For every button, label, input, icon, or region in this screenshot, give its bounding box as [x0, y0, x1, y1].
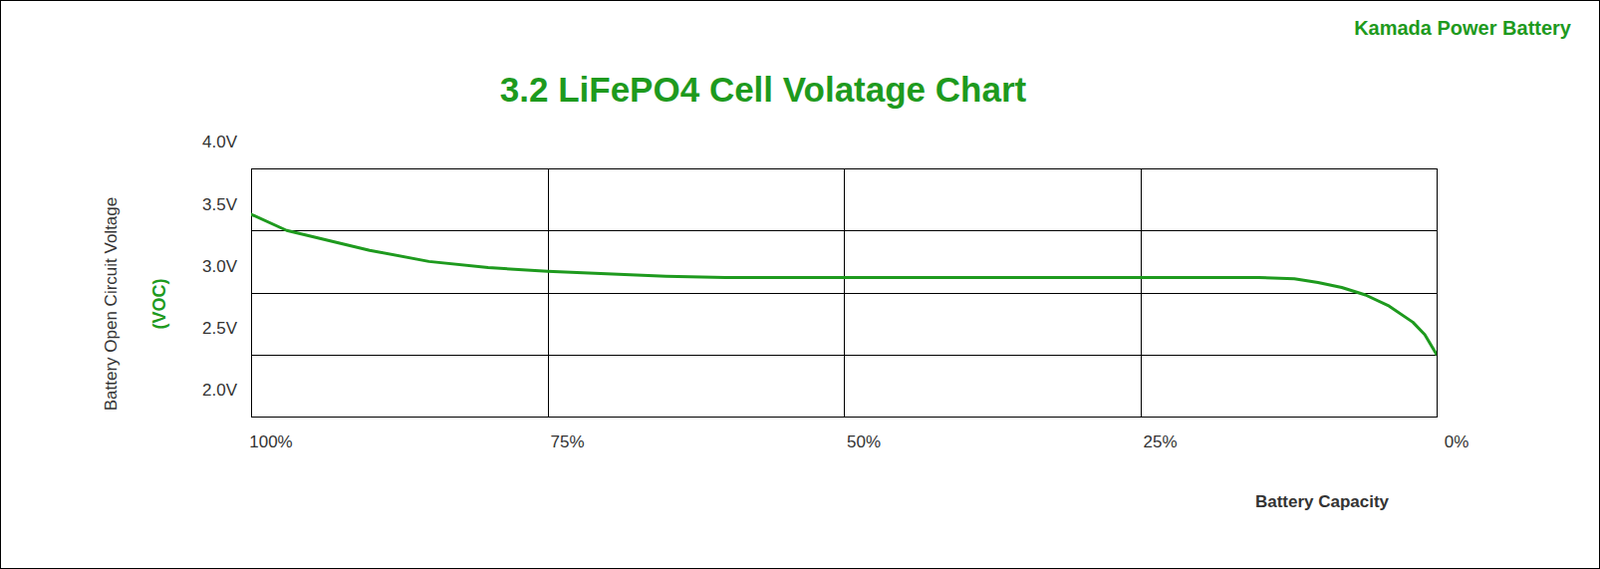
outer-frame: [0, 0, 1600, 569]
voltage-line: [251, 214, 1437, 355]
x-tick-label: 100%: [249, 432, 292, 452]
x-tick-label: 75%: [549, 432, 584, 452]
plot-area: [251, 214, 1437, 355]
y-axis-label: Battery Open Circuit Voltage: [101, 197, 121, 412]
x-tick-label: 25%: [1142, 432, 1177, 452]
plot-frame: [252, 169, 1438, 418]
x-grid-line: [547, 168, 549, 417]
x-grid-line: [1140, 168, 1142, 417]
y-axis-label: (VOC): [149, 278, 170, 330]
y-tick-label: 2.5V: [202, 318, 239, 338]
chart: 2.0V 2.5V 3.0V 3.5V 4.0V 100% 75% 50% 25% 0% 3.2 L…: [0, 0, 1600, 569]
y-tick-label: 3.5V: [202, 195, 239, 215]
title: 3.2 LiFePO4 Cell Volatage Chart: [500, 69, 1028, 109]
x-tick-label: 0%: [1444, 432, 1470, 452]
x-tick-label: 50%: [846, 432, 881, 452]
y-tick-label: 2.0V: [202, 380, 239, 400]
x-axis-label: Battery Capacity: [1255, 492, 1390, 512]
x-grid-line: [843, 168, 845, 417]
y-tick-label: 3.0V: [202, 257, 239, 276]
brand-annotation: Kamada Power Battery: [1353, 16, 1573, 39]
y-tick-label: 4.0V: [202, 132, 239, 152]
